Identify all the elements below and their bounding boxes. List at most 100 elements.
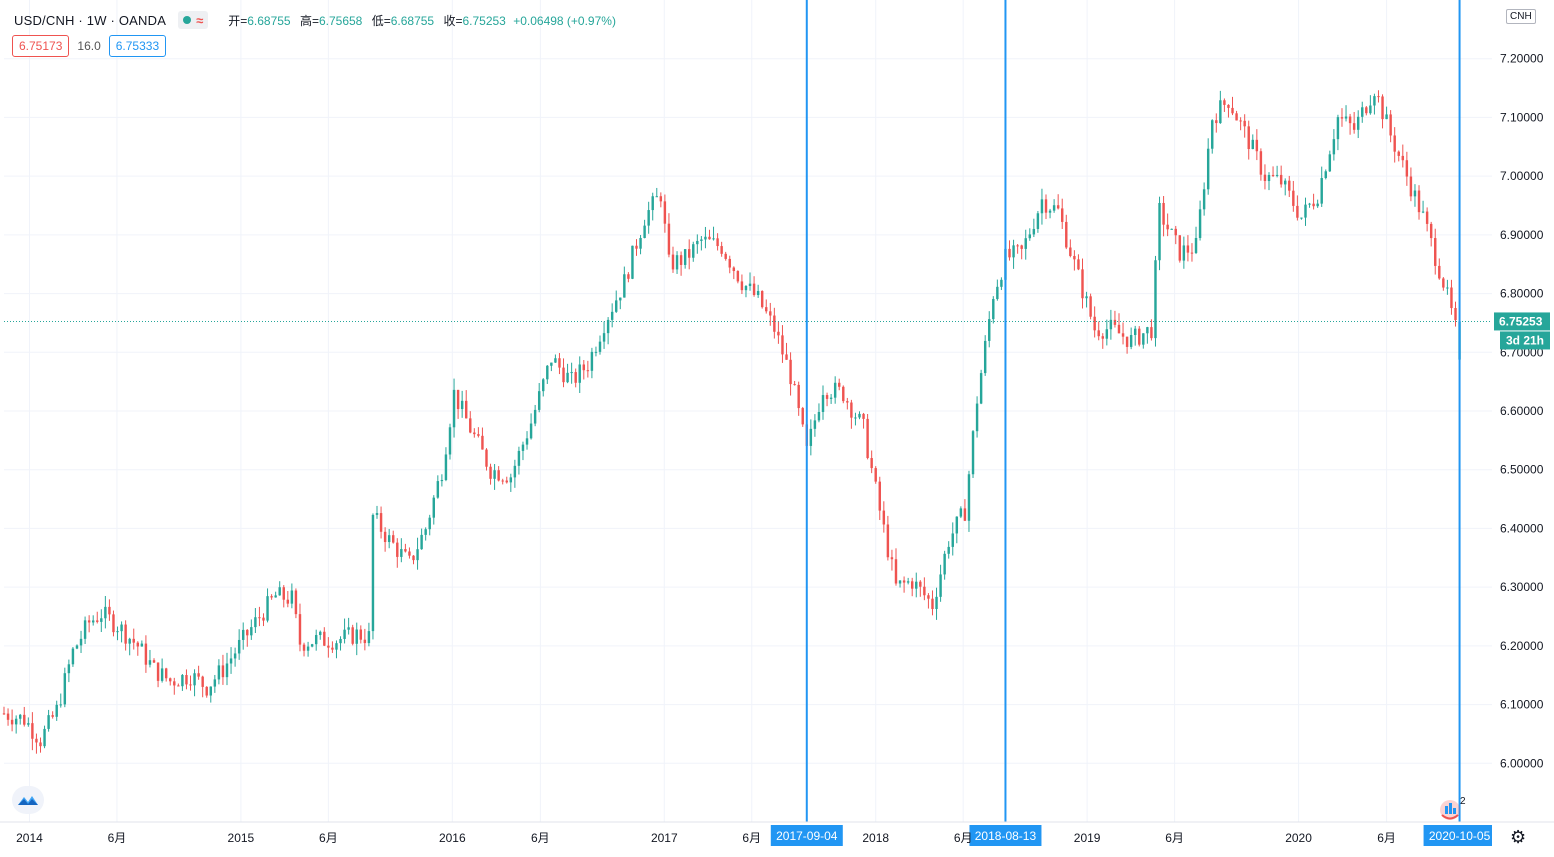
candle[interactable] — [797, 381, 800, 416]
candle-body[interactable] — [1016, 245, 1019, 247]
candle[interactable] — [331, 641, 334, 653]
candle[interactable] — [696, 234, 699, 254]
candle[interactable] — [533, 404, 537, 427]
candle-body[interactable] — [736, 271, 740, 282]
candle[interactable] — [310, 643, 314, 648]
candle-body[interactable] — [136, 642, 140, 647]
candle[interactable] — [144, 635, 148, 673]
candle-body[interactable] — [542, 379, 545, 392]
candle-body[interactable] — [456, 389, 460, 410]
candle[interactable] — [785, 342, 788, 360]
candle-body[interactable] — [379, 513, 383, 532]
candle-body[interactable] — [971, 431, 975, 475]
candle[interactable] — [274, 591, 277, 598]
candle[interactable] — [375, 505, 379, 519]
candle[interactable] — [246, 629, 249, 647]
candle-body[interactable] — [570, 372, 573, 374]
candle[interactable] — [679, 251, 683, 276]
candle[interactable] — [404, 543, 407, 553]
candle-body[interactable] — [898, 580, 902, 584]
candle-body[interactable] — [992, 299, 995, 320]
candle-body[interactable] — [537, 391, 541, 410]
candle[interactable] — [700, 235, 703, 251]
candle[interactable] — [396, 538, 399, 568]
candle-body[interactable] — [323, 631, 326, 646]
candle[interactable] — [692, 241, 695, 262]
candle-body[interactable] — [1356, 116, 1360, 130]
candle-body[interactable] — [554, 358, 557, 363]
candle[interactable] — [566, 363, 569, 384]
candle[interactable] — [327, 637, 330, 658]
candle-body[interactable] — [959, 508, 963, 517]
candle[interactable] — [955, 516, 959, 544]
candle-body[interactable] — [675, 255, 679, 270]
candle[interactable] — [282, 585, 285, 608]
candle[interactable] — [1170, 228, 1173, 230]
candle-body[interactable] — [408, 551, 411, 556]
candle[interactable] — [464, 390, 468, 419]
candle[interactable] — [1150, 319, 1153, 341]
candle-body[interactable] — [1162, 202, 1165, 225]
candle[interactable] — [1227, 104, 1230, 118]
candle[interactable] — [627, 272, 630, 283]
candle-body[interactable] — [128, 638, 131, 644]
candle-body[interactable] — [124, 624, 127, 644]
candle[interactable] — [842, 385, 845, 404]
candle-body[interactable] — [1219, 100, 1222, 124]
candle[interactable] — [1279, 165, 1283, 188]
candle-body[interactable] — [1158, 202, 1161, 261]
candle-body[interactable] — [525, 438, 529, 445]
candle-body[interactable] — [436, 481, 440, 498]
candle-body[interactable] — [266, 596, 269, 621]
candle-body[interactable] — [663, 201, 667, 224]
candle[interactable] — [947, 541, 950, 559]
candle-body[interactable] — [882, 510, 886, 525]
candle[interactable] — [27, 717, 30, 727]
candle[interactable] — [51, 711, 54, 719]
candle-body[interactable] — [578, 364, 581, 383]
candle-body[interactable] — [35, 738, 38, 743]
candle-body[interactable] — [623, 274, 626, 298]
candle[interactable] — [817, 403, 821, 423]
candle[interactable] — [400, 538, 403, 563]
candle[interactable] — [339, 636, 342, 651]
candle-body[interactable] — [858, 413, 861, 418]
candle-body[interactable] — [894, 559, 898, 584]
candle-body[interactable] — [104, 606, 107, 619]
candle-body[interactable] — [1194, 237, 1198, 253]
candle-body[interactable] — [116, 631, 119, 633]
candle-body[interactable] — [1040, 199, 1044, 214]
candle[interactable] — [1032, 218, 1036, 238]
flag-event-icon[interactable]: 2 — [1438, 796, 1468, 827]
candle-body[interactable] — [1089, 296, 1092, 317]
candle[interactable] — [39, 737, 42, 753]
candle-body[interactable] — [144, 643, 148, 665]
candle-body[interactable] — [639, 237, 642, 249]
candle[interactable] — [1146, 326, 1149, 344]
candle[interactable] — [996, 279, 999, 301]
candle[interactable] — [1332, 129, 1336, 161]
candle-body[interactable] — [1239, 120, 1242, 122]
candle-body[interactable] — [444, 454, 448, 480]
candle[interactable] — [748, 272, 752, 291]
candle[interactable] — [898, 580, 902, 588]
candle[interactable] — [460, 390, 464, 418]
candle-body[interactable] — [765, 307, 768, 312]
candle[interactable] — [96, 611, 99, 624]
candle[interactable] — [882, 501, 886, 533]
candle[interactable] — [870, 450, 873, 474]
candle-body[interactable] — [1259, 151, 1263, 175]
candle[interactable] — [371, 513, 375, 640]
candle-body[interactable] — [1186, 245, 1190, 253]
candle-body[interactable] — [347, 627, 350, 630]
candle-body[interactable] — [1012, 245, 1015, 258]
candle[interactable] — [1413, 184, 1417, 207]
candle-body[interactable] — [566, 372, 569, 383]
candle[interactable] — [412, 555, 415, 565]
candle[interactable] — [1219, 90, 1222, 124]
candle[interactable] — [452, 378, 456, 438]
candle-body[interactable] — [485, 449, 488, 467]
candle-body[interactable] — [440, 479, 444, 482]
candle-body[interactable] — [1138, 328, 1141, 345]
candle[interactable] — [1133, 325, 1137, 346]
